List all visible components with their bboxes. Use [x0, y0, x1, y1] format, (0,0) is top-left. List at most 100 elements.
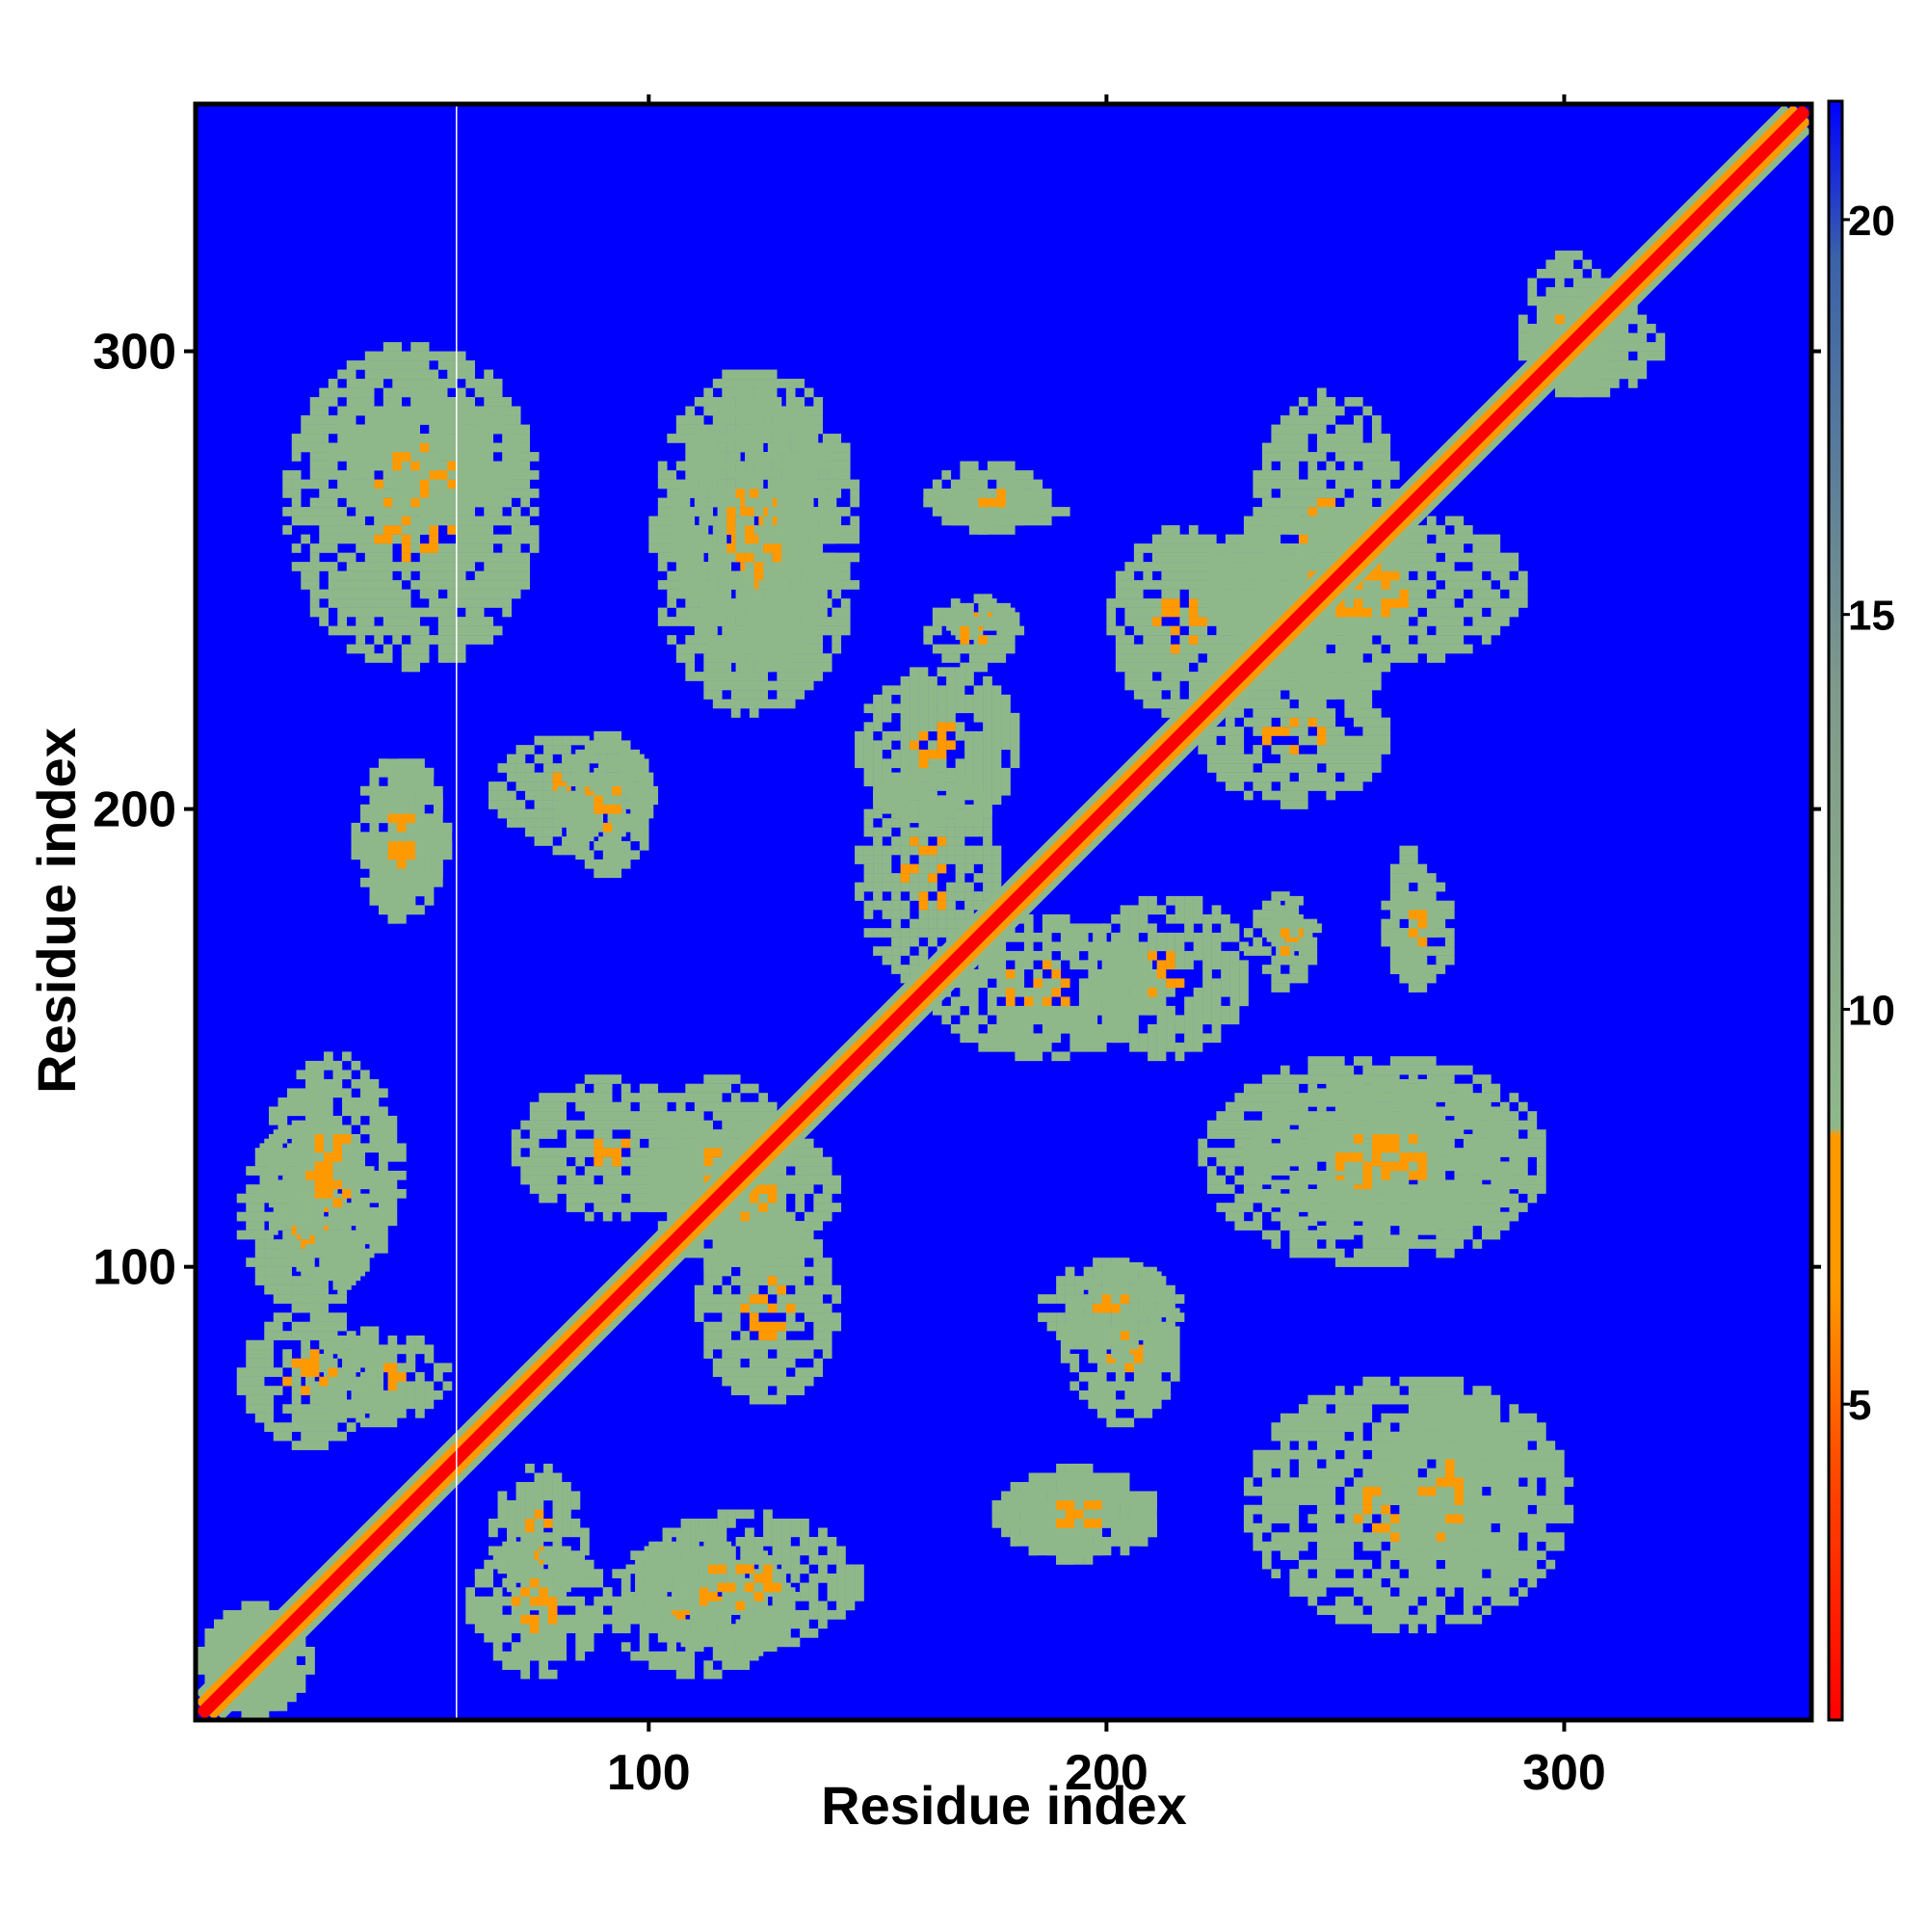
- contact-cell: [447, 379, 458, 388]
- contact-cell: [730, 1120, 741, 1130]
- contact-cell: [520, 1550, 531, 1560]
- contact-cell: [1096, 1399, 1107, 1410]
- contact-cell: [749, 379, 759, 388]
- contact-cell: [328, 1331, 338, 1340]
- contact-cell: [717, 1564, 727, 1575]
- contact-cell: [562, 1491, 571, 1501]
- contact-cell: [305, 1070, 315, 1080]
- contact-cell: [680, 1637, 691, 1648]
- contact-cell: [570, 1518, 581, 1528]
- contact-cell: [1545, 1468, 1556, 1478]
- contact-cell: [1545, 1541, 1556, 1551]
- contact-cell: [804, 1166, 814, 1176]
- contact-cell: [397, 1151, 407, 1162]
- contact-cell: [712, 1331, 723, 1340]
- contact-cell: [465, 562, 476, 571]
- contact-cell: [1198, 1156, 1208, 1167]
- contact-cell: [1381, 1550, 1391, 1560]
- contact-cell: [662, 1628, 673, 1638]
- contact-cell: [273, 1321, 283, 1332]
- contact-cell: [722, 1138, 732, 1149]
- contact-cell: [657, 617, 668, 626]
- contact-cell: [1362, 1468, 1373, 1478]
- contact-cell: [1334, 1413, 1345, 1423]
- contact-cell: [1151, 1389, 1162, 1400]
- contact-cell: [342, 1261, 352, 1272]
- contact-cell: [685, 1138, 696, 1149]
- contact-cell: [264, 1413, 274, 1423]
- contact-cell: [1143, 1408, 1153, 1418]
- contact-cell: [515, 1481, 526, 1492]
- contact-cell: [529, 1559, 540, 1570]
- contact-cell: [552, 1518, 563, 1528]
- contact-cell: [662, 1619, 673, 1629]
- contact-cell: [675, 1184, 686, 1194]
- contact-cell: [502, 1624, 513, 1633]
- contact-cell: [291, 497, 302, 508]
- contact-cell: [620, 1642, 631, 1652]
- contact-cell: [364, 580, 375, 590]
- contact-cell: [767, 1193, 778, 1204]
- contact-cell: [314, 1170, 325, 1180]
- contact-cell: [369, 1078, 380, 1089]
- contact-cell: [1527, 1459, 1538, 1469]
- contact-cell: [703, 680, 714, 691]
- contact-cell: [703, 1669, 714, 1680]
- contact-cell: [730, 1367, 741, 1377]
- contact-cell: [657, 580, 668, 590]
- contact-cell: [1481, 1394, 1491, 1405]
- contact-cell: [726, 1555, 736, 1565]
- contact-cell: [1334, 1386, 1345, 1395]
- contact-cell: [690, 1582, 700, 1593]
- contact-cell: [694, 1120, 704, 1130]
- contact-cell: [492, 406, 503, 416]
- contact-cell: [1106, 1363, 1117, 1373]
- contact-cell: [804, 1221, 814, 1231]
- contact-cell: [840, 562, 851, 571]
- contact-cell: [767, 1101, 778, 1112]
- contact-cell: [813, 1248, 824, 1258]
- contact-cell: [465, 1587, 476, 1597]
- contact-cell: [282, 525, 292, 535]
- contact-cell: [1362, 1577, 1373, 1588]
- contact-cell: [287, 1683, 297, 1693]
- contact-cell: [1353, 1587, 1363, 1597]
- contact-cell: [1499, 1559, 1510, 1570]
- contact-cell: [397, 822, 407, 833]
- contact-cell: [785, 1358, 796, 1368]
- contact-cell: [712, 1111, 723, 1121]
- contact-cell: [328, 525, 338, 535]
- contact-cell: [346, 1339, 356, 1350]
- contact-cell: [1371, 1605, 1382, 1615]
- contact-cell: [740, 1276, 751, 1285]
- contact-cell: [296, 1179, 306, 1190]
- contact-cell: [277, 1106, 288, 1117]
- contact-cell: [594, 1074, 604, 1084]
- contact-cell: [356, 580, 365, 590]
- contact-cell: [332, 1143, 343, 1153]
- contact-cell: [254, 1367, 265, 1377]
- contact-cell: [708, 1601, 718, 1611]
- contact-cell: [387, 1143, 398, 1153]
- contact-cell: [314, 1078, 325, 1089]
- contact-cell: [410, 617, 420, 626]
- contact-cell: [539, 1569, 549, 1578]
- contact-cell: [690, 1628, 700, 1638]
- contact-cell: [511, 525, 521, 535]
- contact-cell: [319, 1386, 329, 1395]
- contact-cell: [620, 1093, 631, 1102]
- contact-cell: [813, 1294, 824, 1304]
- contact-cell: [785, 1257, 796, 1267]
- contact-cell: [520, 470, 531, 480]
- contact-cell: [708, 1628, 718, 1638]
- contact-cell: [305, 1253, 315, 1263]
- contact-cell: [1444, 1386, 1455, 1395]
- contact-cell: [401, 360, 411, 370]
- contact-cell: [1253, 1532, 1263, 1542]
- contact-cell: [630, 1614, 641, 1625]
- contact-cell: [1334, 1550, 1345, 1560]
- contact-cell: [351, 1060, 361, 1071]
- contact-cell: [1545, 1495, 1556, 1505]
- contact-cell: [437, 562, 448, 571]
- contact-cell: [379, 1143, 388, 1153]
